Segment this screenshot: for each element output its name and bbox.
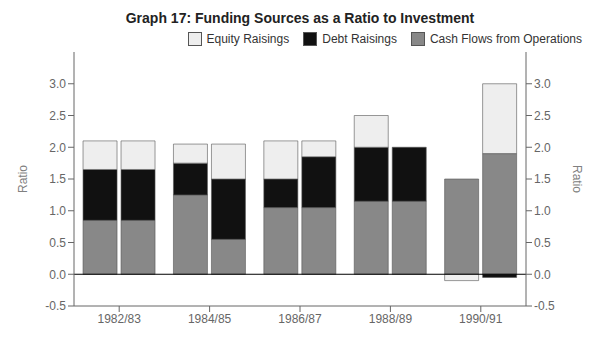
svg-text:2.0: 2.0 — [49, 141, 66, 155]
svg-text:Ratio: Ratio — [16, 165, 30, 193]
svg-text:2.0: 2.0 — [534, 141, 551, 155]
svg-text:2.5: 2.5 — [534, 109, 551, 123]
svg-text:1984/85: 1984/85 — [188, 312, 232, 326]
svg-text:2.5: 2.5 — [49, 109, 66, 123]
svg-text:1.0: 1.0 — [534, 204, 551, 218]
html-text:Debt Raisings: Debt Raisings — [322, 32, 397, 46]
svg-text:0.0: 0.0 — [49, 268, 66, 282]
svg-text:Ratio: Ratio — [570, 165, 584, 193]
svg-text:3.0: 3.0 — [534, 77, 551, 91]
svg-text:3.0: 3.0 — [49, 77, 66, 91]
svg-text:1990/91: 1990/91 — [459, 312, 503, 326]
svg-text:-0.5: -0.5 — [45, 299, 66, 313]
svg-text:1982/83: 1982/83 — [98, 312, 142, 326]
html-text:Graph 17: Funding Sources as a: Graph 17: Funding Sources as a Ratio to … — [125, 10, 475, 26]
svg-text:1.0: 1.0 — [49, 204, 66, 218]
html-text:Equity Raisings: Equity Raisings — [206, 32, 290, 46]
svg-text:1986/87: 1986/87 — [278, 312, 322, 326]
svg-text:1988/89: 1988/89 — [369, 312, 413, 326]
svg-text:-0.5: -0.5 — [534, 299, 555, 313]
svg-text:0.0: 0.0 — [534, 268, 551, 282]
svg-text:1.5: 1.5 — [534, 172, 551, 186]
html-text:Cash Flows from Operations: Cash Flows from Operations — [429, 32, 582, 46]
svg-text:0.5: 0.5 — [534, 236, 551, 250]
svg-text:1.5: 1.5 — [49, 172, 66, 186]
svg-text:0.5: 0.5 — [49, 236, 66, 250]
